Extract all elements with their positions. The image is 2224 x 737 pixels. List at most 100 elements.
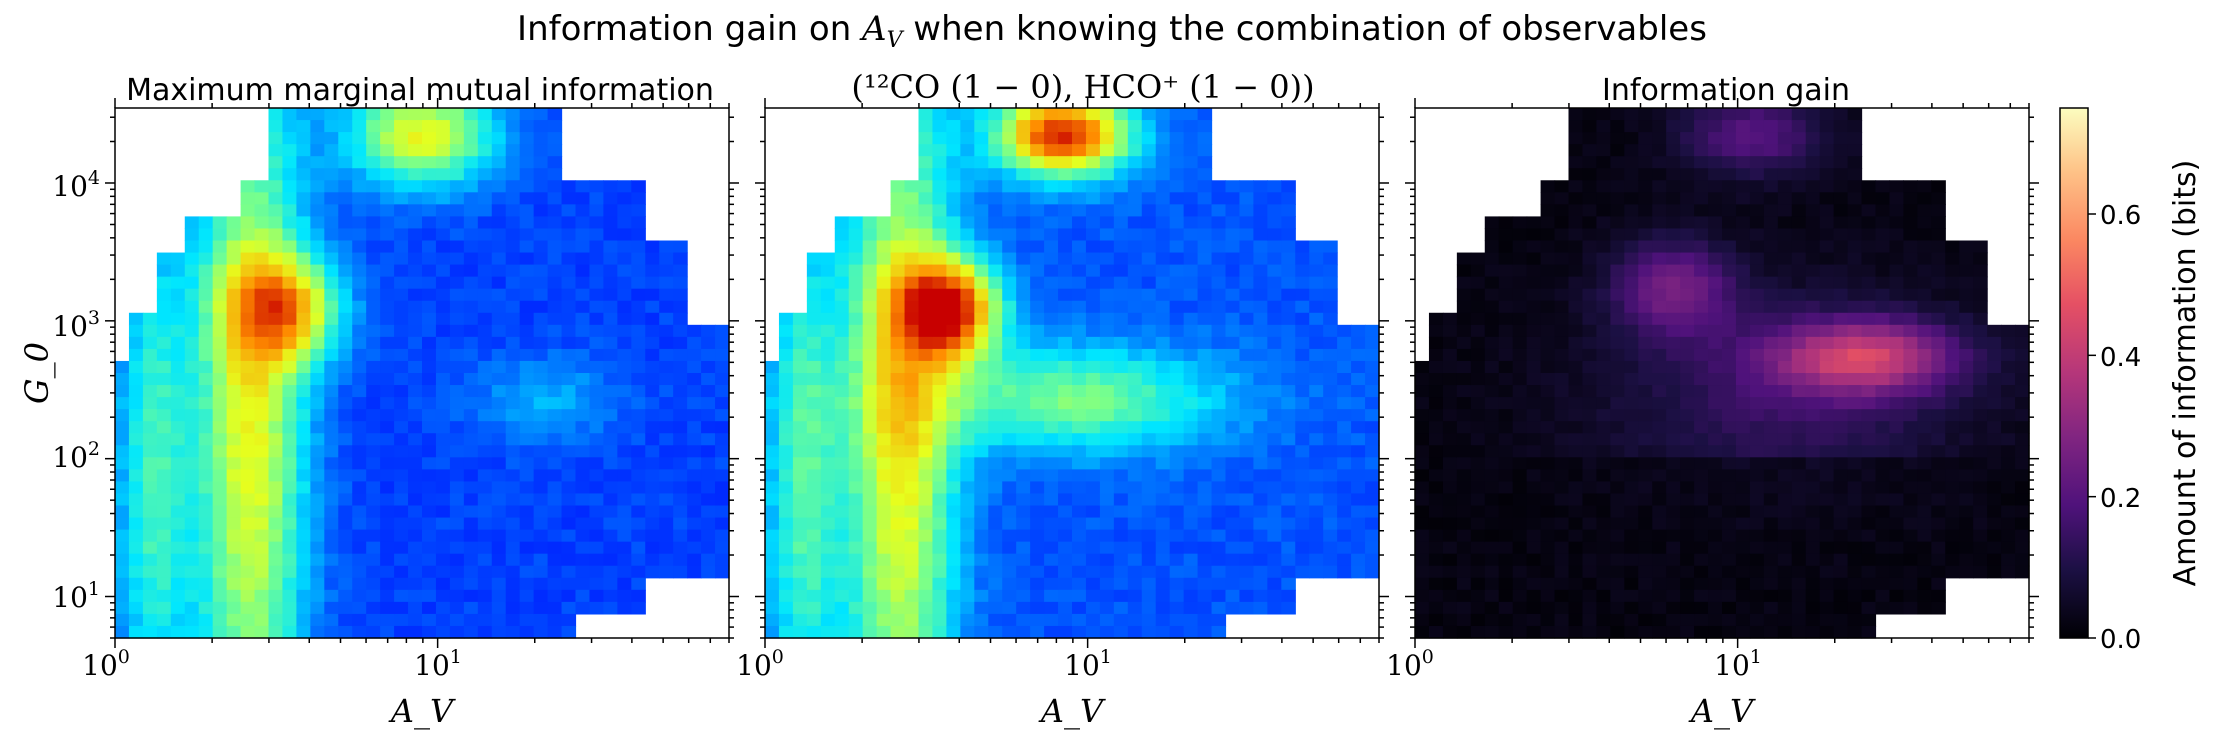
heatmap-cell [890,553,906,567]
heatmap-cell [1666,192,1681,205]
heatmap-cell [1127,481,1143,495]
heatmap-cell [848,216,864,230]
heatmap-cell [268,625,284,639]
heatmap-cell [1917,601,1932,615]
heatmap-cell [1099,529,1115,543]
heatmap-cell [282,541,297,555]
heatmap-cell [1127,505,1143,519]
heatmap-cell [1596,385,1611,398]
heatmap-cell [561,529,577,543]
heatmap-cell [876,601,892,615]
heatmap-cell [1666,216,1681,230]
heatmap-cell [1127,385,1143,398]
heatmap-cell [1002,517,1017,531]
heatmap-cell [575,481,591,495]
heatmap-cell [1058,565,1073,579]
heatmap-cell [792,613,808,627]
heatmap-cell [422,204,437,218]
heatmap-cell [282,385,297,398]
heatmap-cell [184,409,200,422]
heatmap-cell [1512,421,1528,434]
heatmap-cell [519,180,535,193]
heatmap-cell [1931,216,1946,230]
heatmap-cell [932,156,947,169]
heatmap-cell [1735,457,1751,470]
heatmap-cell [1197,625,1213,639]
heatmap-cell [366,409,381,422]
heatmap-cell [1085,228,1101,242]
heatmap-cell [1365,348,1380,362]
heatmap-cell [170,348,186,362]
heatmap-cell [904,493,920,507]
heatmap-cell [1002,601,1017,615]
heatmap-cell [1428,601,1444,615]
heatmap-cell [519,336,535,350]
heatmap-cell [115,589,130,603]
heatmap-cell [765,589,780,603]
heatmap-cell [310,120,325,133]
heatmap-cell [1903,288,1918,302]
heatmap-cell [394,180,409,193]
heatmap-cell [1267,493,1282,507]
heatmap-cell [1141,385,1157,398]
heatmap-cell [296,541,311,555]
heatmap-cell [1749,264,1765,278]
heatmap-cell [1889,192,1904,205]
heatmap-cell [1072,397,1087,410]
heatmap-cell [296,577,311,591]
heatmap-cell [673,276,688,290]
heatmap-cell [932,312,947,326]
heatmap-cell [1085,120,1101,133]
heatmap-cell [1680,336,1695,350]
heatmap-cell [519,553,535,567]
heatmap-cell [1113,541,1129,555]
heatmap-cell [1763,144,1779,157]
heatmap-cell [1169,589,1185,603]
heatmap-cell [254,324,270,338]
heatmap-cell [1624,144,1639,157]
heatmap-cell [463,409,479,422]
heatmap-cell [366,445,381,458]
heatmap-cell [778,505,794,519]
heatmap-cell [324,288,339,302]
heatmap-cell [862,276,878,290]
heatmap-cell [338,589,353,603]
heatmap-cell [1044,228,1059,242]
heatmap-cell [575,421,591,434]
heatmap-cell [1624,324,1639,338]
heatmap-cell [1113,553,1129,567]
heatmap-cell [463,252,479,266]
heatmap-cell [156,457,172,470]
heatmap-cell [834,505,850,519]
heatmap-cell [1847,493,1863,507]
heatmap-cell [296,601,311,615]
heatmap-cell [296,300,311,314]
heatmap-cell [198,601,214,615]
heatmap-cell [1777,276,1793,290]
heatmap-cell [1323,397,1338,410]
heatmap-cell [1470,312,1486,326]
heatmap-cell [806,445,822,458]
heatmap-cell [142,505,158,519]
heatmap-cell [1428,553,1444,567]
heatmap-cell [1777,144,1793,157]
heatmap-cell [1016,348,1031,362]
heatmap-cell [1903,397,1918,410]
heatmap-cell [876,577,892,591]
heatmap-cell [477,589,493,603]
heatmap-cell [1169,385,1185,398]
heatmap-cell [380,589,395,603]
heatmap-cell [1708,457,1723,470]
heatmap-cell [1903,204,1918,218]
heatmap-cell [491,493,507,507]
heatmap-cell [1847,589,1863,603]
heatmap-cell [1267,589,1282,603]
heatmap-cell [1085,204,1101,218]
heatmap-cell [1085,168,1101,181]
heatmap-cell [1638,180,1653,193]
heatmap-cell [1267,180,1282,193]
heatmap-cell [1044,204,1059,218]
heatmap-cell [547,397,563,410]
heatmap-cell [1791,144,1807,157]
heatmap-cell [1030,336,1045,350]
